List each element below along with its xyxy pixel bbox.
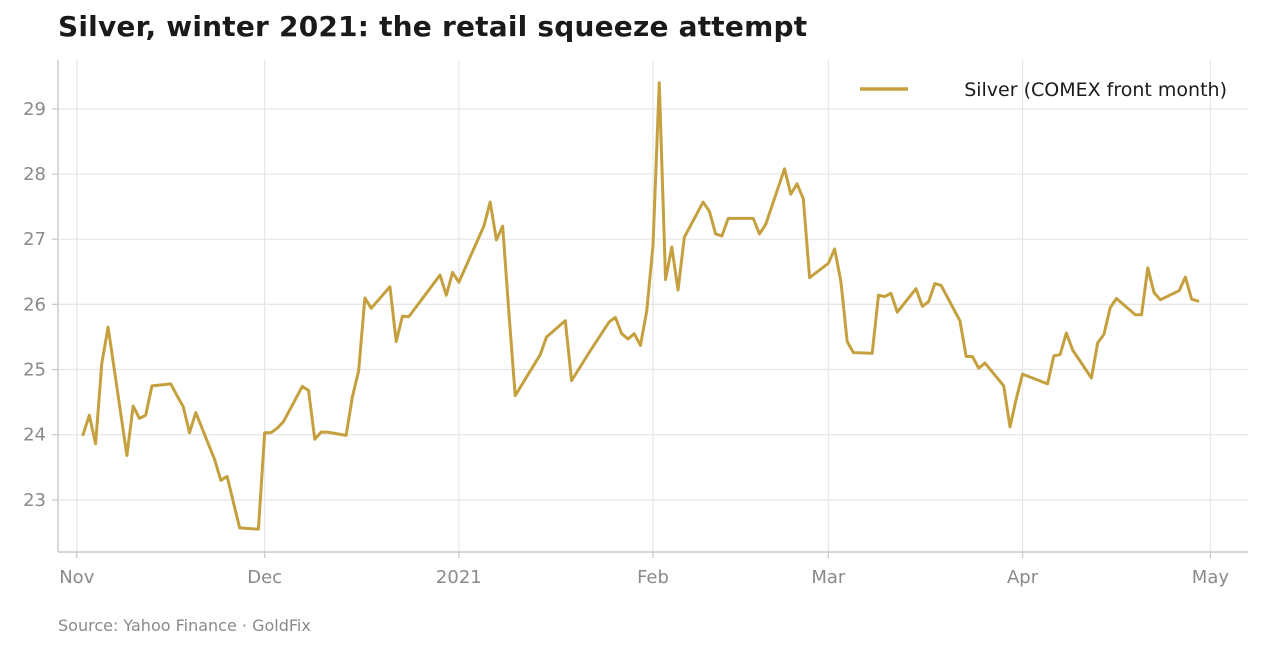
y-tick-labels: 23 24 25 26 27 28 29 [23,99,46,511]
chart-title: Silver, winter 2021: the retail squeeze … [58,10,808,43]
y-tick-label: 29 [23,99,46,120]
x-tick-label: Nov [59,567,94,588]
y-tick-label: 24 [23,425,46,446]
grid-lines [52,60,1248,558]
x-tick-label: Mar [811,567,846,588]
y-tick-label: 27 [23,229,46,250]
x-tick-label: May [1192,567,1230,588]
x-tick-label: Apr [1007,567,1039,588]
x-tick-label: 2021 [436,567,482,588]
axes [57,60,1248,553]
y-tick-label: 25 [23,360,46,381]
series-layer [81,81,1200,531]
y-tick-label: 28 [23,164,46,185]
legend-label-silver: Silver (COMEX front month) [964,79,1227,101]
source-note: Source: Yahoo Finance · GoldFix [58,616,311,635]
x-tick-labels: Nov Dec 2021 Feb Mar Apr May [59,567,1229,588]
y-tick-label: 26 [23,294,46,315]
y-tick-label: 23 [23,490,46,511]
series-line-silver [81,81,1200,531]
legend: Silver (COMEX front month) [860,79,1227,101]
x-tick-label: Dec [247,567,282,588]
x-tick-label: Feb [637,567,669,588]
